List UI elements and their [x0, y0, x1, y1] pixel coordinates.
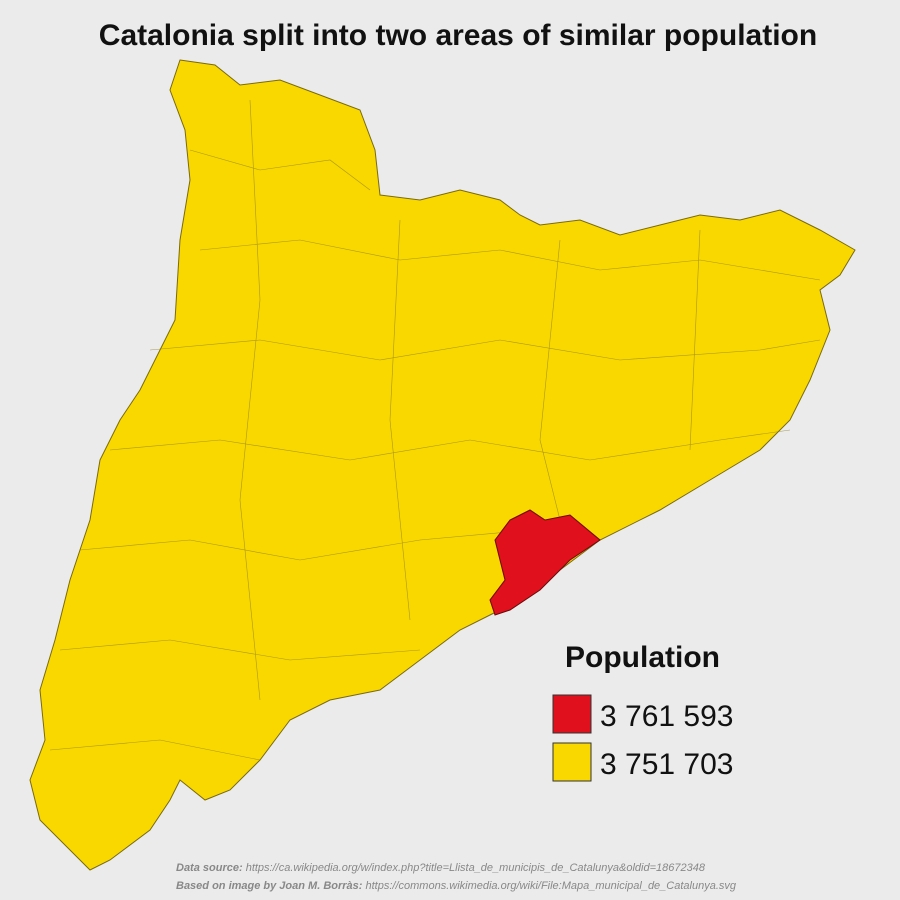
- footer-label: Based on image by Joan M. Borràs:: [176, 880, 363, 892]
- footer-text: https://commons.wikimedia.org/wiki/File:…: [366, 880, 737, 892]
- legend-title: Population: [565, 641, 720, 674]
- title: Catalonia split into two areas of simila…: [99, 19, 817, 52]
- legend-swatch: [552, 694, 592, 734]
- region-red: [489, 509, 601, 616]
- footer-line: Based on image by Joan M. Borràs: https:…: [176, 880, 737, 892]
- legend-label: 3 751 703: [600, 748, 733, 781]
- municipal-borders: [49, 99, 821, 761]
- legend-label: 3 761 593: [600, 700, 733, 733]
- footer-text: https://ca.wikipedia.org/w/index.php?tit…: [246, 862, 706, 874]
- legend-swatch: [552, 742, 592, 782]
- footer-line: Data source: https://ca.wikipedia.org/w/…: [176, 862, 706, 874]
- footer-label: Data source:: [176, 862, 243, 874]
